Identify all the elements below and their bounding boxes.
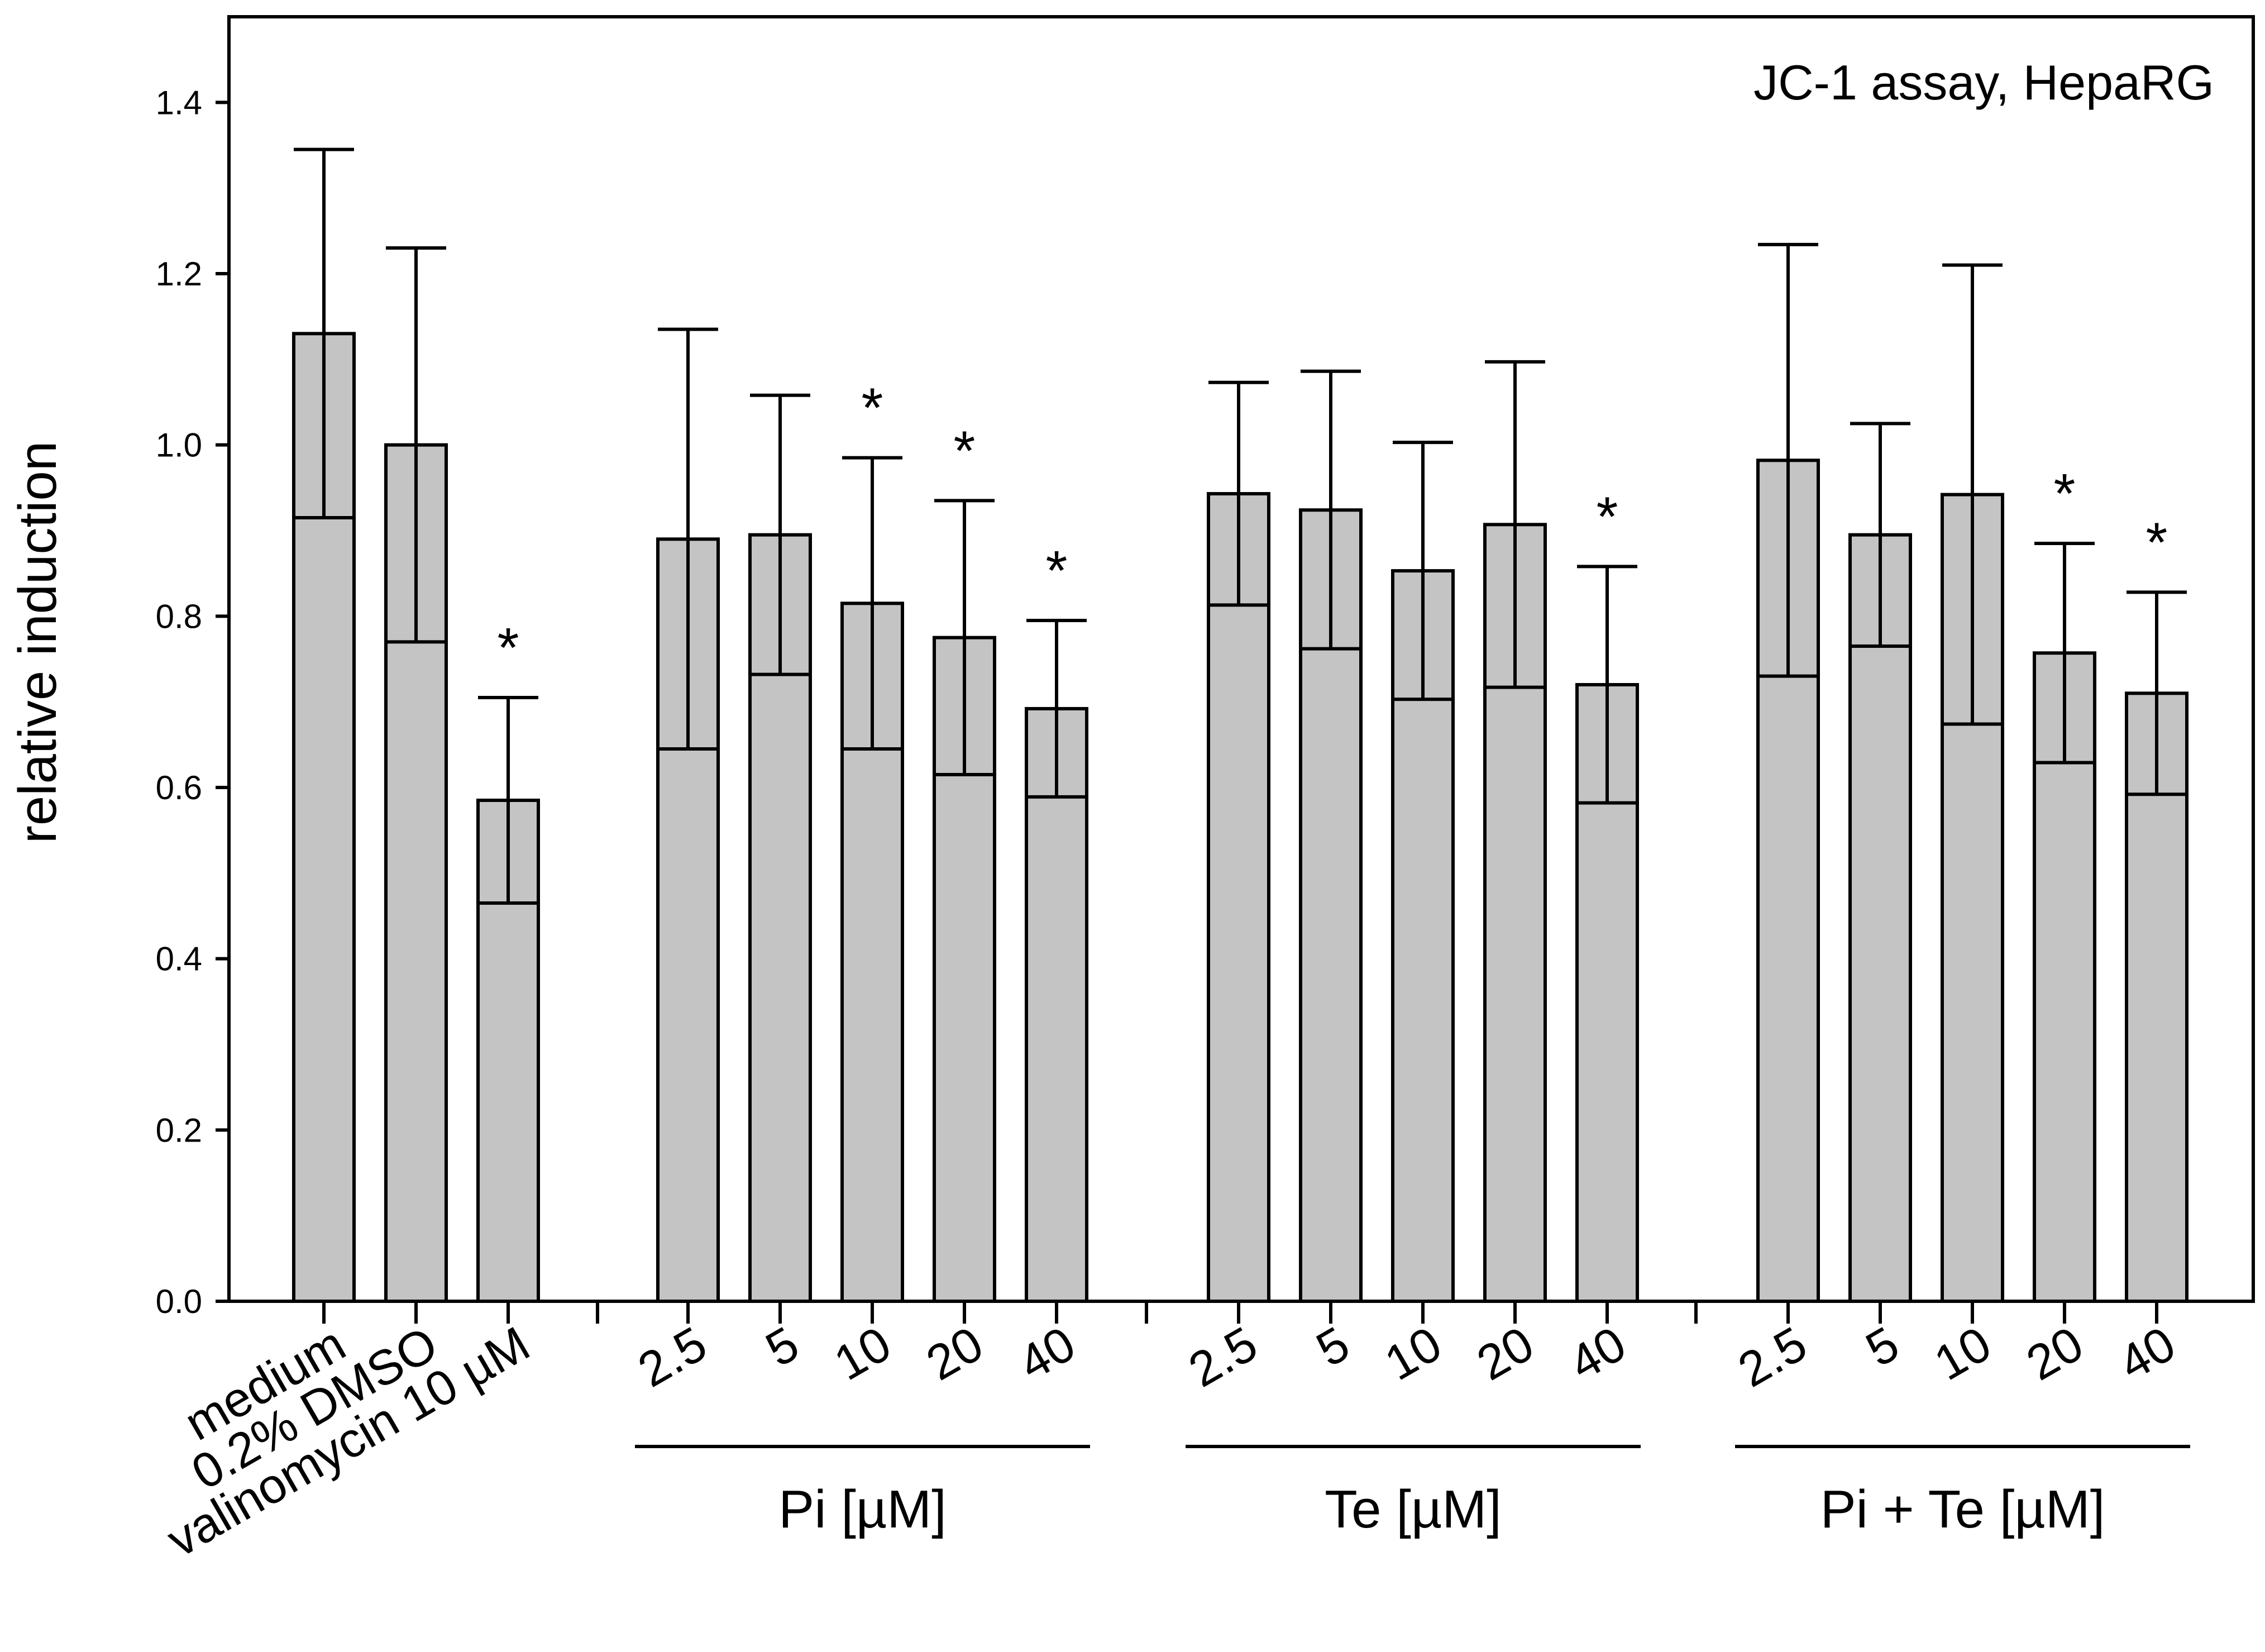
x-category-label: 5 [1857,1316,1908,1377]
y-tick-label: 1.4 [156,84,202,121]
significance-star: * [1046,539,1068,602]
y-tick-label: 0.8 [156,598,202,635]
x-category-label: 2.5 [1179,1316,1266,1398]
group-label: Pi + Te [µM] [1820,1479,2105,1539]
significance-star: * [862,377,883,440]
significance-star: * [954,419,976,482]
y-tick-label: 1.2 [156,255,202,293]
x-category-label: 20 [917,1316,992,1391]
y-tick-label: 0.4 [156,940,202,978]
y-tick-label: 0.0 [156,1283,202,1320]
significance-star: * [2054,462,2076,525]
bar [1756,459,1820,1303]
group-label: Te [µM] [1325,1479,1502,1539]
x-category-label: 40 [1009,1316,1084,1391]
y-tick-label: 1.0 [156,427,202,464]
significance-star: * [2146,511,2168,574]
chart-title: JC-1 assay, HepaRG [1753,55,2214,110]
group-label: Pi [µM] [778,1479,947,1539]
x-category-label: 5 [1307,1316,1359,1377]
x-category-label: 2.5 [629,1316,715,1398]
x-category-label: 10 [825,1316,900,1391]
y-tick-label: 0.6 [156,769,202,806]
x-category-label: 40 [1560,1316,1635,1391]
x-category-label: 5 [757,1316,808,1377]
y-axis-label: relative induction [8,441,68,843]
x-category-label: 10 [1375,1316,1450,1391]
y-axis: 0.0 0.2 0.4 0.6 0.8 1.0 1.2 1.4 [156,84,2158,1324]
significance-star: * [1597,485,1618,548]
x-category-label: 20 [2017,1316,2092,1391]
x-category-label: 10 [1925,1316,2000,1391]
bar [1848,533,1912,1304]
significance-star: * [498,617,519,679]
x-category-label: 2.5 [1729,1316,1815,1398]
x-category-label: 40 [2109,1316,2184,1391]
bar [1207,492,1270,1303]
x-category-label: 20 [1468,1316,1542,1391]
bars-layer: * * * * * * * [292,147,2188,1304]
y-tick-label: 0.2 [156,1111,202,1149]
